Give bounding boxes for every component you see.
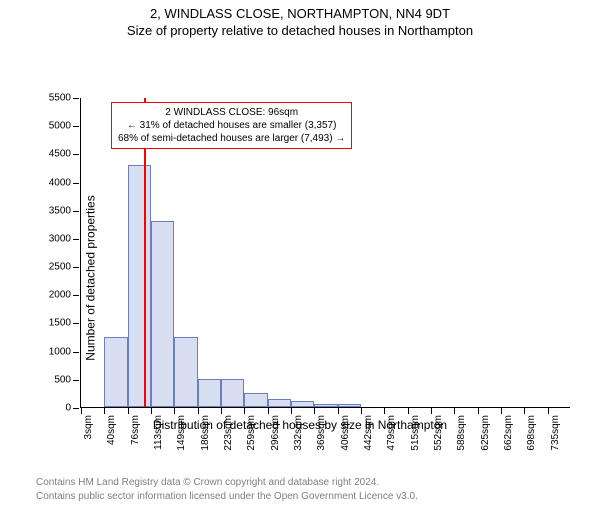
y-tick — [73, 211, 79, 212]
title-line-1: 2, WINDLASS CLOSE, NORTHAMPTON, NN4 9DT — [0, 6, 600, 21]
x-tick — [174, 408, 175, 414]
y-tick-label: 2000 — [49, 290, 71, 301]
callout-line-3: 68% of semi-detached houses are larger (… — [118, 132, 345, 145]
histogram-bar — [198, 379, 221, 407]
x-tick-label: 515sqm — [410, 415, 421, 451]
title-line-2: Size of property relative to detached ho… — [0, 23, 600, 38]
y-tick — [73, 126, 79, 127]
x-tick-label: 406sqm — [340, 415, 351, 451]
x-tick — [478, 408, 479, 414]
x-tick — [431, 408, 432, 414]
histogram-bar — [338, 404, 361, 407]
y-tick-label: 4000 — [49, 177, 71, 188]
histogram-bar — [244, 393, 267, 407]
y-tick — [73, 267, 79, 268]
x-tick-label: 76sqm — [130, 415, 141, 445]
x-tick-label: 588sqm — [456, 415, 467, 451]
x-tick-label: 735sqm — [550, 415, 561, 451]
y-tick-label: 500 — [54, 374, 71, 385]
x-tick-label: 698sqm — [526, 415, 537, 451]
x-tick — [198, 408, 199, 414]
y-tick — [73, 154, 79, 155]
y-tick-label: 4500 — [49, 149, 71, 160]
x-tick — [524, 408, 525, 414]
histogram-bar — [221, 379, 244, 407]
y-tick-label: 3000 — [49, 233, 71, 244]
y-tick — [73, 352, 79, 353]
footer: Contains HM Land Registry data © Crown c… — [36, 476, 600, 503]
plot-area: 0500100015002000250030003500400045005000… — [80, 98, 570, 408]
x-tick — [291, 408, 292, 414]
x-tick — [268, 408, 269, 414]
histogram-bar — [314, 404, 337, 407]
x-tick-label: 625sqm — [480, 415, 491, 451]
footer-line-1: Contains HM Land Registry data © Crown c… — [36, 476, 600, 490]
x-tick-label: 259sqm — [246, 415, 257, 451]
y-tick-label: 0 — [65, 403, 71, 414]
x-tick — [128, 408, 129, 414]
callout-box: 2 WINDLASS CLOSE: 96sqm ← 31% of detache… — [111, 102, 352, 149]
x-tick — [454, 408, 455, 414]
y-tick — [73, 408, 79, 409]
y-tick — [73, 183, 79, 184]
histogram-bar — [268, 399, 291, 407]
y-tick-label: 5500 — [49, 93, 71, 104]
x-tick-label: 332sqm — [293, 415, 304, 451]
y-tick-label: 1500 — [49, 318, 71, 329]
x-tick — [384, 408, 385, 414]
x-tick — [151, 408, 152, 414]
x-tick-label: 113sqm — [153, 415, 164, 450]
x-tick — [361, 408, 362, 414]
x-tick-label: 3sqm — [83, 415, 94, 439]
callout-line-2: ← 31% of detached houses are smaller (3,… — [118, 119, 345, 132]
x-tick — [548, 408, 549, 414]
x-tick-label: 40sqm — [106, 415, 117, 445]
x-tick — [338, 408, 339, 414]
y-tick — [73, 380, 79, 381]
histogram-bar — [128, 165, 151, 407]
y-tick — [73, 98, 79, 99]
y-tick — [73, 239, 79, 240]
histogram-bar — [291, 401, 314, 407]
x-tick-label: 662sqm — [503, 415, 514, 451]
footer-line-2: Contains public sector information licen… — [36, 490, 600, 504]
x-tick — [501, 408, 502, 414]
y-tick-label: 1000 — [49, 346, 71, 357]
chart-container: Number of detached properties 0500100015… — [20, 88, 580, 468]
x-tick — [221, 408, 222, 414]
x-tick-label: 186sqm — [200, 415, 211, 451]
y-tick-label: 3500 — [49, 205, 71, 216]
x-tick-label: 223sqm — [223, 415, 234, 451]
x-tick — [104, 408, 105, 414]
x-tick-label: 442sqm — [363, 415, 374, 451]
x-tick-label: 296sqm — [270, 415, 281, 451]
x-tick — [81, 408, 82, 414]
x-tick-label: 552sqm — [433, 415, 444, 451]
x-tick — [408, 408, 409, 414]
histogram-bar — [151, 221, 174, 407]
x-tick — [244, 408, 245, 414]
histogram-bar — [104, 337, 127, 407]
y-tick-label: 5000 — [49, 121, 71, 132]
y-tick-label: 2500 — [49, 262, 71, 273]
callout-line-1: 2 WINDLASS CLOSE: 96sqm — [118, 106, 345, 119]
histogram-bar — [174, 337, 197, 407]
x-tick-label: 369sqm — [316, 415, 327, 451]
x-tick — [314, 408, 315, 414]
y-tick — [73, 295, 79, 296]
y-tick — [73, 323, 79, 324]
x-tick-label: 149sqm — [176, 415, 187, 451]
x-tick-label: 479sqm — [386, 415, 397, 451]
